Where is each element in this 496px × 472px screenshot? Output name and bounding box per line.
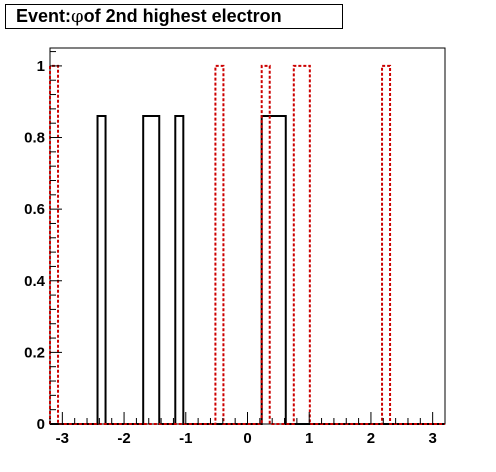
- x-axis: -3 -2 -1 0 1 2 3: [49, 412, 446, 447]
- series-0-bin-3: [262, 116, 286, 424]
- x-tick-label: -2: [117, 430, 130, 447]
- plot-frame: [49, 47, 446, 425]
- chart-title-symbol: φ: [71, 6, 84, 27]
- plot-border: [49, 47, 446, 425]
- series-0: [50, 115, 445, 425]
- series-0-bin-1: [143, 116, 159, 424]
- series-1-bin-0: [50, 66, 58, 424]
- x-tick-label: -1: [179, 430, 192, 447]
- y-tick-label: 0.6: [24, 201, 45, 218]
- series-1-bin-3: [294, 66, 310, 424]
- chart-title: Event: φ of 2nd highest electron: [5, 4, 343, 29]
- series-0-bin-2: [175, 116, 183, 424]
- x-tick-label: 2: [367, 430, 375, 447]
- series-1: [49, 64, 445, 425]
- series-0-bin-0: [98, 116, 106, 424]
- y-tick-label: 0.4: [24, 273, 46, 290]
- series-0-outline: [50, 115, 445, 425]
- series-layer: [49, 64, 445, 425]
- y-tick-label: 0: [37, 416, 45, 433]
- series-1-bin-1: [215, 66, 223, 424]
- x-tick-label: -3: [56, 430, 69, 447]
- y-tick-label: 1: [37, 58, 45, 75]
- x-tick-label: 1: [305, 430, 313, 447]
- y-tick-label: 0.8: [24, 130, 45, 147]
- series-1-bin-4: [382, 66, 390, 424]
- series-1-bin-2: [262, 66, 270, 424]
- x-tick-label: 3: [428, 430, 436, 447]
- y-axis: 0 0.2 0.4 0.6 0.8 1: [24, 51, 62, 433]
- x-tick-label: 0: [243, 430, 251, 447]
- chart-title-suffix: of 2nd highest electron: [83, 6, 282, 26]
- y-tick-label: 0.2: [24, 344, 45, 361]
- series-1-outline: [49, 64, 445, 425]
- chart-title-prefix: Event:: [16, 6, 72, 26]
